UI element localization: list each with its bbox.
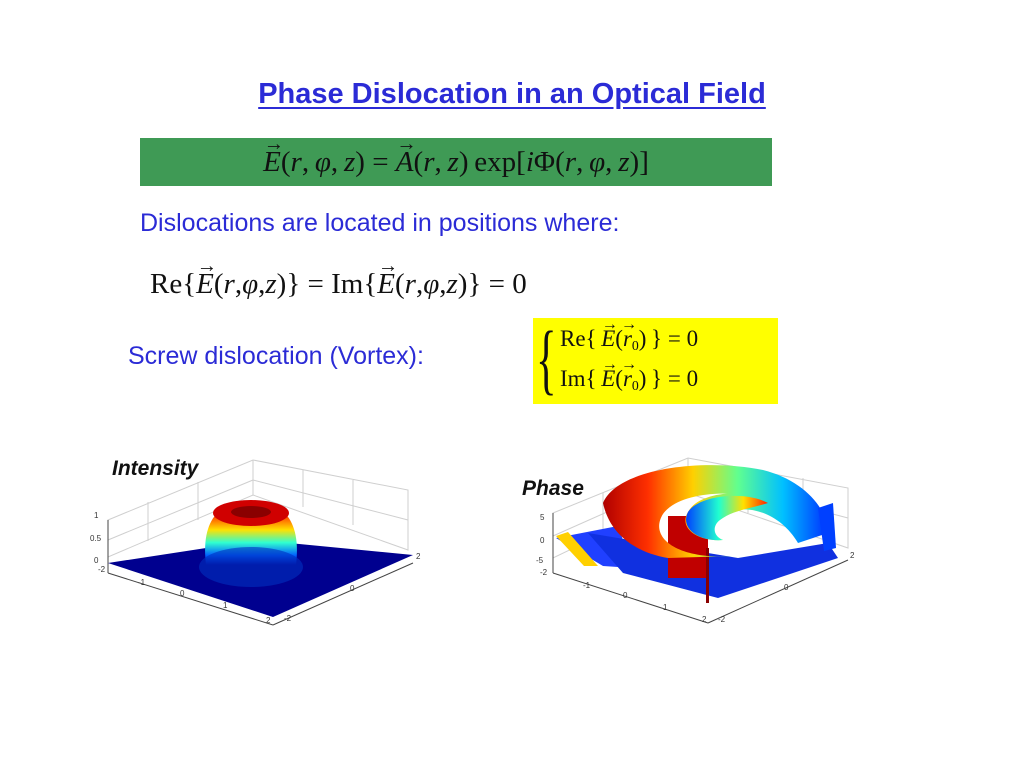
intensity-x-tick: 1 xyxy=(223,601,228,610)
intensity-x-tick: -2 xyxy=(98,565,106,574)
phase-z-tick: 5 xyxy=(540,513,545,522)
phase-y-tick: 2 xyxy=(850,551,855,560)
left-brace-icon: { xyxy=(536,315,557,402)
intensity-plot: 1 0.5 0 -2 -1 0 1 2 2 0 -2 xyxy=(90,459,421,626)
vortex-condition-imag: Im{ E(r0) } = 0 xyxy=(560,366,698,394)
phase-x-tick: 0 xyxy=(623,591,628,600)
field-equation: E(r, φ, z) = A(r, z) exp[iΦ(r, φ, z)] xyxy=(140,138,772,186)
intensity-z-tick: 0.5 xyxy=(90,534,102,543)
intensity-y-tick: -2 xyxy=(284,614,292,623)
phase-y-tick: -2 xyxy=(718,615,726,624)
phase-z-tick: -5 xyxy=(536,556,544,565)
dislocations-text: Dislocations are located in positions wh… xyxy=(140,209,620,237)
intensity-x-tick: 2 xyxy=(266,616,271,625)
intensity-label: Intensity xyxy=(112,457,199,480)
screw-dislocation-text: Screw dislocation (Vortex): xyxy=(128,342,424,370)
phase-x-tick: 2 xyxy=(702,615,707,624)
intensity-z-tick: 1 xyxy=(94,511,99,520)
phase-x-tick: -1 xyxy=(583,581,591,590)
phase-plot: 5 0 -5 -2 -1 0 1 2 2 0 -2 xyxy=(536,457,855,624)
intensity-y-tick: 0 xyxy=(350,584,355,593)
intensity-y-tick: 2 xyxy=(416,552,421,561)
phase-x-tick: 1 xyxy=(663,603,668,612)
phase-z-tick: 0 xyxy=(540,536,545,545)
vortex-conditions-box: { Re{ E(r0) } = 0 Im{ E(r0) } = 0 xyxy=(533,318,778,404)
phase-y-tick: 0 xyxy=(784,583,789,592)
intensity-x-tick: -1 xyxy=(138,578,146,587)
field-equation-box: E(r, φ, z) = A(r, z) exp[iΦ(r, φ, z)] xyxy=(140,138,772,186)
intensity-x-tick: 0 xyxy=(180,589,185,598)
phase-label: Phase xyxy=(522,477,584,500)
condition-equation: Re{E(r,φ,z)} = Im{E(r,φ,z)} = 0 xyxy=(150,262,527,306)
slide-title: Phase Dislocation in an Optical Field xyxy=(258,78,766,110)
phase-x-tick: -2 xyxy=(540,568,548,577)
vortex-condition-real: Re{ E(r0) } = 0 xyxy=(560,326,698,354)
intensity-z-tick: 0 xyxy=(94,556,99,565)
